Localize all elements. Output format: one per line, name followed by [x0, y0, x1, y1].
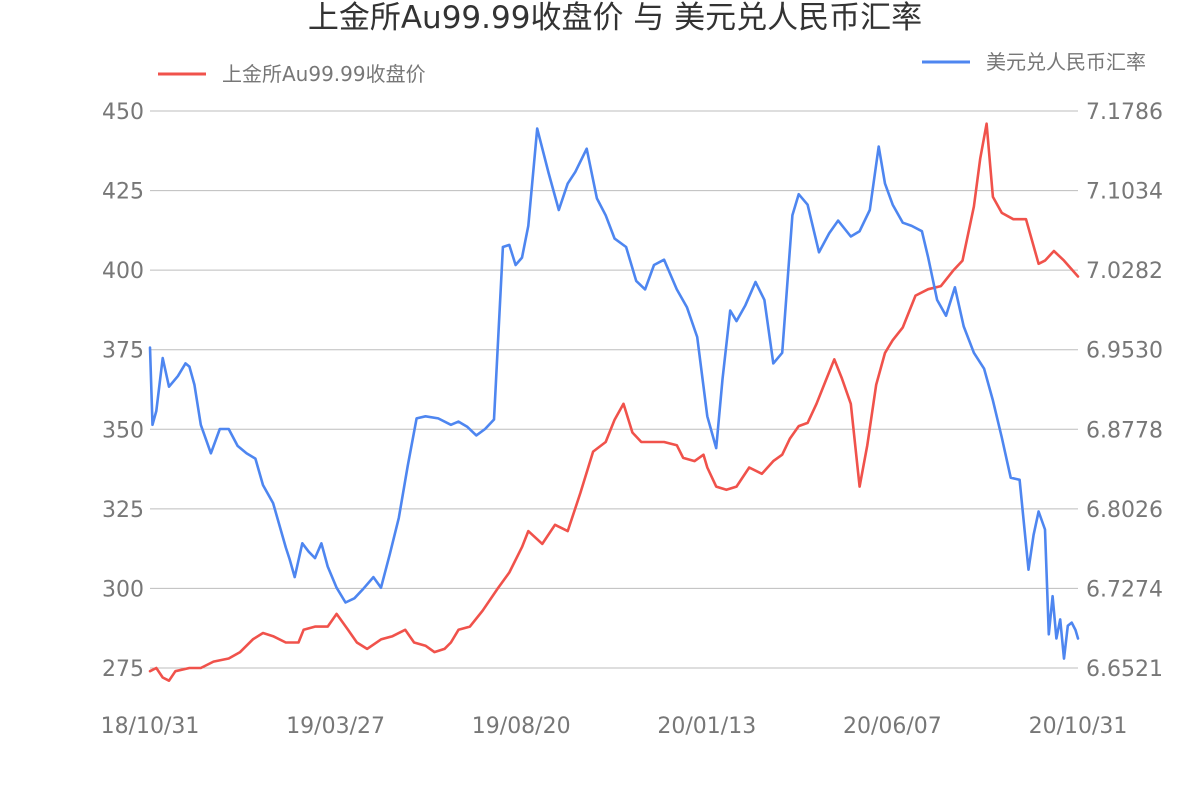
y-axis-right: 6.6521 6.7274 6.8026 6.8778 6.9530 7.0282 7.10… [1086, 100, 1163, 682]
series-group [148, 122, 1080, 682]
y-left-tick-label: 425 [102, 180, 144, 205]
x-tick-label: 18/10/31 [101, 714, 200, 739]
y-right-tick-label: 6.6521 [1086, 657, 1163, 682]
x-axis: 18/10/31 19/03/27 19/08/20 20/01/13 20/06/07… [101, 714, 1128, 739]
y-right-tick-label: 7.0282 [1086, 259, 1163, 284]
y-right-tick-label: 7.1786 [1086, 100, 1163, 125]
y-right-tick-label: 7.1034 [1086, 180, 1163, 205]
y-right-tick-label: 6.8778 [1086, 418, 1163, 443]
y-left-tick-label: 400 [102, 259, 144, 284]
x-tick-label: 20/06/07 [843, 714, 942, 739]
x-tick-label: 20/01/13 [657, 714, 756, 739]
grid [150, 110, 1078, 669]
y-left-tick-label: 275 [102, 657, 144, 682]
legend-label-usdcny: 美元兑人民币汇率 [986, 50, 1146, 74]
y-left-tick-label: 325 [102, 498, 144, 523]
series-line-usdcny-rate [148, 127, 1080, 660]
y-right-tick-label: 6.9530 [1086, 339, 1163, 364]
y-right-tick-label: 6.7274 [1086, 577, 1163, 602]
series-line-gold-price [148, 122, 1080, 682]
y-right-tick-label: 6.8026 [1086, 498, 1163, 523]
x-tick-label: 19/03/27 [286, 714, 385, 739]
x-tick-label: 20/10/31 [1029, 714, 1128, 739]
y-axis-left: 275 300 325 350 375 400 425 450 [102, 100, 144, 682]
x-tick-label: 19/08/20 [472, 714, 571, 739]
y-left-tick-label: 300 [102, 577, 144, 602]
y-left-tick-label: 450 [102, 100, 144, 125]
legend: 上金所Au99.99收盘价 美元兑人民币汇率 [158, 50, 1146, 86]
y-left-tick-label: 350 [102, 418, 144, 443]
chart-title: 上金所Au99.99收盘价 与 美元兑人民币汇率 [308, 0, 922, 36]
legend-label-gold: 上金所Au99.99收盘价 [222, 62, 426, 86]
y-left-tick-label: 375 [102, 339, 144, 364]
